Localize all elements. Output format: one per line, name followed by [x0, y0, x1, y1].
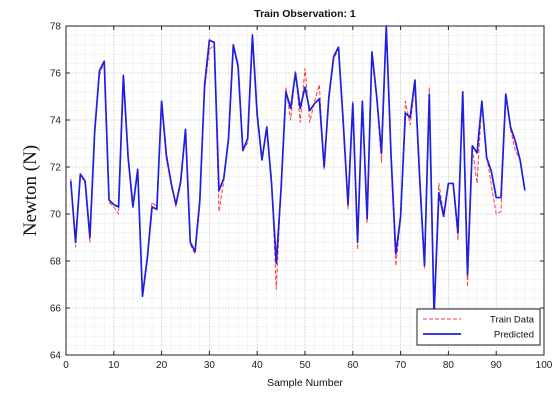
x-tick-label: 60 [347, 360, 359, 371]
y-tick-label: 78 [50, 22, 62, 33]
x-tick-label: 100 [536, 360, 553, 371]
x-tick-label: 50 [299, 360, 311, 371]
y-tick-label: 74 [50, 116, 62, 127]
y-tick-label: 72 [50, 163, 62, 174]
axes: 0 10 20 30 40 50 60 70 80 90 100 64 66 68 70 72 74 76 78 [50, 22, 553, 372]
legend-label: Predicted [494, 330, 534, 341]
legend-box [416, 308, 541, 346]
x-axis-label: Sample Number [267, 377, 343, 389]
x-tick-label: 10 [108, 360, 120, 371]
x-tick-label: 20 [156, 360, 168, 371]
series-layer [69, 25, 526, 316]
y-tick-label: 66 [50, 304, 62, 315]
x-tick-label: 70 [395, 360, 407, 371]
series-line-predicted [69, 25, 526, 316]
y-axis-label: Newton (N) [20, 145, 41, 236]
y-tick-label: 68 [50, 257, 62, 268]
y-tick-label: 76 [50, 69, 62, 80]
x-tick-label: 40 [252, 360, 264, 371]
legend-label: Train Data [490, 315, 535, 326]
x-tick-label: 30 [204, 360, 216, 371]
grid [65, 25, 545, 356]
y-tick-label: 64 [50, 351, 62, 362]
x-tick-label: 0 [63, 360, 69, 371]
legend: Train Data Predicted [416, 308, 541, 346]
x-tick-label: 80 [443, 360, 455, 371]
x-tick-label: 90 [491, 360, 503, 371]
chart-title: Train Observation: 1 [254, 8, 356, 20]
y-tick-label: 70 [50, 210, 62, 221]
